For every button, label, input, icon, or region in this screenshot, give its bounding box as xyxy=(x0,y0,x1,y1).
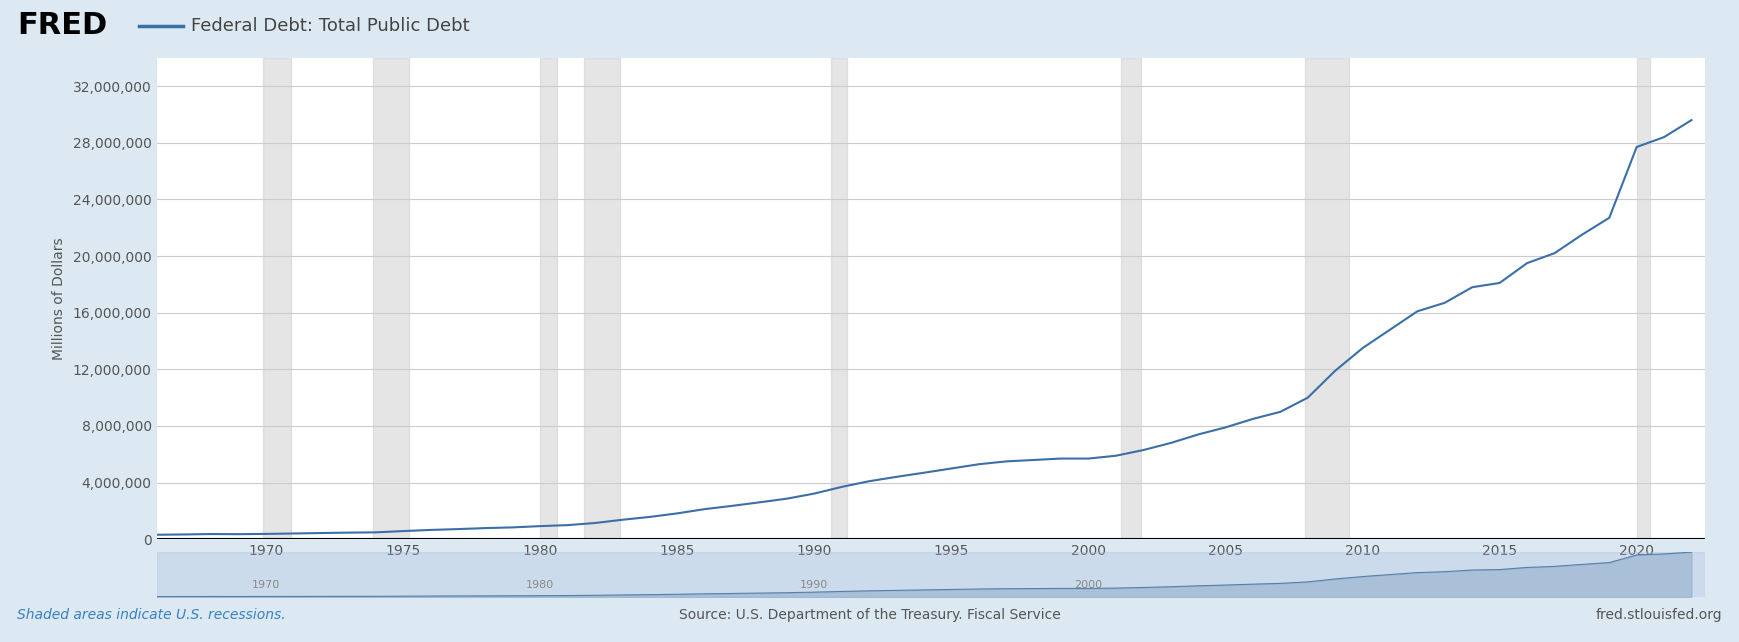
Bar xyxy=(1120,58,1141,539)
Text: 1990: 1990 xyxy=(800,580,828,591)
Bar xyxy=(263,58,290,539)
Bar xyxy=(1304,58,1348,539)
Text: 1980: 1980 xyxy=(525,580,555,591)
Text: 1970: 1970 xyxy=(252,580,280,591)
Bar xyxy=(831,58,847,539)
Bar xyxy=(541,58,556,539)
Text: Source: U.S. Department of the Treasury. Fiscal Service: Source: U.S. Department of the Treasury.… xyxy=(678,608,1061,622)
Text: fred.stlouisfed.org: fred.stlouisfed.org xyxy=(1595,608,1722,622)
Bar xyxy=(372,58,409,539)
Bar xyxy=(1636,58,1649,539)
Text: Shaded areas indicate U.S. recessions.: Shaded areas indicate U.S. recessions. xyxy=(17,608,285,622)
Text: 2000: 2000 xyxy=(1073,580,1103,591)
Text: Federal Debt: Total Public Debt: Federal Debt: Total Public Debt xyxy=(191,17,470,35)
Y-axis label: Millions of Dollars: Millions of Dollars xyxy=(52,237,66,360)
Bar xyxy=(584,58,619,539)
Text: FRED: FRED xyxy=(17,11,108,40)
